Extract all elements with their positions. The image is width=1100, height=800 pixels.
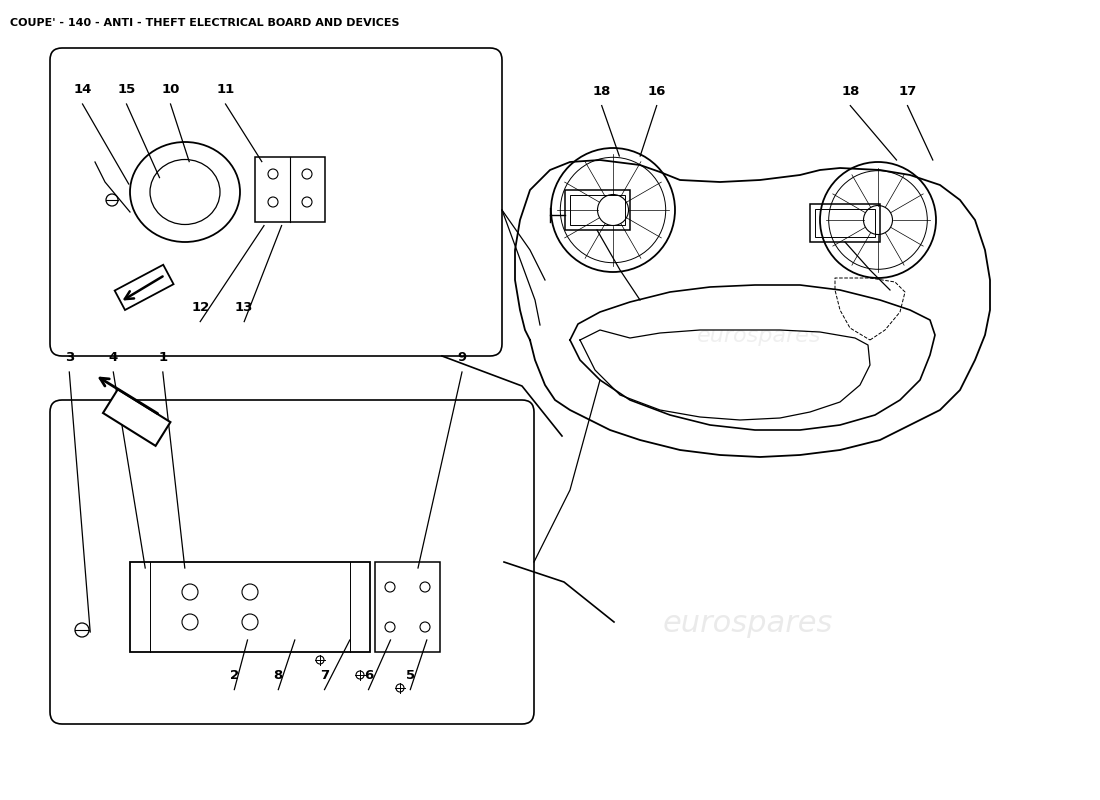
- Text: 4: 4: [109, 351, 118, 364]
- Text: 15: 15: [118, 83, 135, 96]
- Bar: [810, 204, 880, 242]
- Text: eurospares: eurospares: [663, 610, 833, 638]
- Text: 16: 16: [648, 85, 666, 98]
- Text: eurospares: eurospares: [191, 507, 293, 525]
- Text: 8: 8: [274, 669, 283, 682]
- Text: 10: 10: [162, 83, 179, 96]
- Bar: [570, 195, 625, 225]
- Text: 18: 18: [842, 85, 859, 98]
- Text: 3: 3: [65, 351, 74, 364]
- Text: 7: 7: [320, 669, 329, 682]
- Text: 9: 9: [458, 351, 466, 364]
- Bar: [130, 562, 370, 652]
- Bar: [565, 190, 630, 230]
- Text: 11: 11: [217, 83, 234, 96]
- Text: eurospares: eurospares: [164, 207, 265, 225]
- FancyBboxPatch shape: [50, 400, 534, 724]
- Bar: [255, 157, 324, 222]
- Text: 17: 17: [899, 85, 916, 98]
- Text: 13: 13: [235, 301, 253, 314]
- FancyBboxPatch shape: [50, 48, 502, 356]
- Bar: [103, 390, 170, 446]
- Text: 1: 1: [158, 351, 167, 364]
- Text: 6: 6: [364, 669, 373, 682]
- Bar: [375, 562, 440, 652]
- Text: 12: 12: [191, 301, 209, 314]
- Text: 18: 18: [593, 85, 611, 98]
- Bar: [114, 265, 174, 310]
- Text: eurospares: eurospares: [696, 326, 822, 346]
- Text: 2: 2: [230, 669, 239, 682]
- Text: 14: 14: [74, 83, 91, 96]
- Text: COUPE' - 140 - ANTI - THEFT ELECTRICAL BOARD AND DEVICES: COUPE' - 140 - ANTI - THEFT ELECTRICAL B…: [10, 18, 399, 28]
- Text: 5: 5: [406, 669, 415, 682]
- Bar: [815, 209, 875, 237]
